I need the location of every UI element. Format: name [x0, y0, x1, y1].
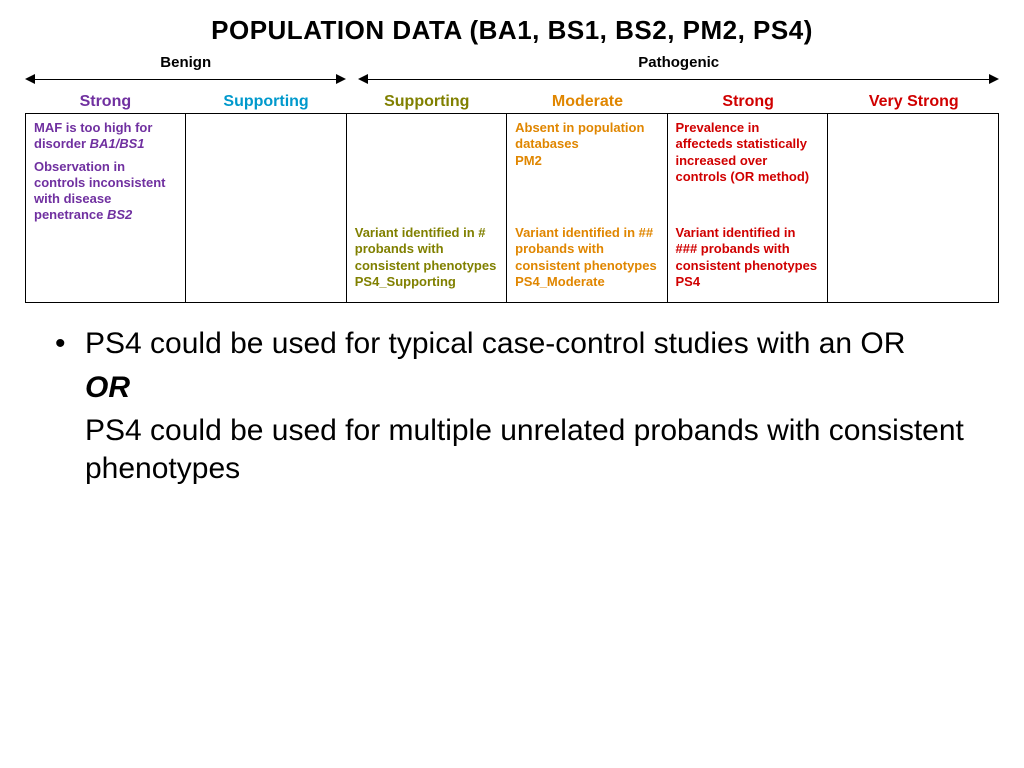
benign-label: Benign	[25, 54, 346, 71]
cell-bs2: Observation in controls inconsistent wit…	[34, 159, 177, 224]
benign-arrow-group: Benign	[25, 54, 346, 87]
cell-ps4-strong: Variant identified in ### probands with …	[676, 225, 819, 290]
col-benign-supporting	[186, 114, 346, 302]
hdr-1: Supporting	[186, 93, 347, 111]
col-benign-strong: MAF is too high for disorder BA1/BS1 Obs…	[26, 114, 186, 302]
hdr-4: Strong	[668, 93, 829, 111]
pathogenic-arrow-group: Pathogenic	[358, 54, 999, 87]
cell-ba1-bs1: MAF is too high for disorder BA1/BS1	[34, 120, 177, 153]
col-path-supporting: Variant identified in # probands with co…	[347, 114, 507, 302]
cell-pm2: Absent in population databases PM2	[515, 120, 658, 169]
column-headers: Strong Supporting Supporting Moderate St…	[25, 93, 999, 111]
arrow-row: Benign Pathogenic	[25, 54, 999, 87]
cell-prevalence: Prevalence in affecteds statistically in…	[676, 120, 819, 185]
col-path-moderate: Absent in population databases PM2 Varia…	[507, 114, 667, 302]
slide-title: POPULATION DATA (BA1, BS1, BS2, PM2, PS4…	[25, 15, 999, 46]
criteria-table: MAF is too high for disorder BA1/BS1 Obs…	[25, 113, 999, 303]
col-path-verystrong	[828, 114, 998, 302]
pathogenic-label: Pathogenic	[358, 54, 999, 71]
bullet-or: OR	[55, 369, 999, 407]
cell-ps4-supporting: Variant identified in # probands with co…	[355, 225, 498, 290]
cell-ps4-moderate: Variant identified in ## probands with c…	[515, 225, 658, 290]
bullet-1: PS4 could be used for typical case-contr…	[55, 325, 999, 363]
hdr-2: Supporting	[346, 93, 507, 111]
hdr-3: Moderate	[507, 93, 668, 111]
hdr-5: Very Strong	[829, 93, 999, 111]
bullet-2: PS4 could be used for multiple unrelated…	[55, 412, 999, 487]
col-path-strong: Prevalence in affecteds statistically in…	[668, 114, 828, 302]
benign-arrow-line	[25, 73, 346, 87]
pathogenic-arrow-line	[358, 73, 999, 87]
bullet-list: PS4 could be used for typical case-contr…	[25, 325, 999, 487]
hdr-0: Strong	[25, 93, 186, 111]
